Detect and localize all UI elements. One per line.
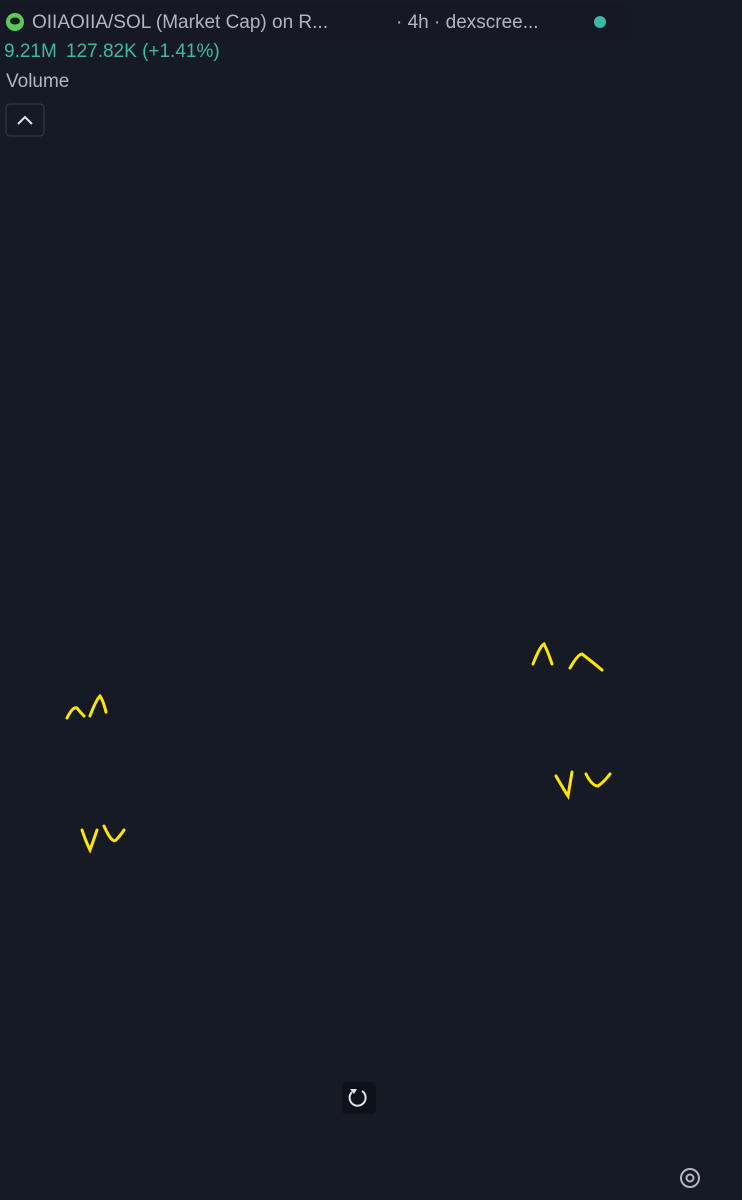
interval: · 4h · dexscree... — [396, 12, 539, 33]
symbol[interactable]: OIIAOIIA/SOL (Market Cap) on R... — [32, 12, 328, 33]
token-logo-inner — [10, 17, 20, 25]
annotations — [65, 641, 612, 854]
collapse-button[interactable] — [5, 103, 45, 137]
header-bg — [0, 4, 630, 42]
status-dot — [594, 16, 606, 28]
settings-button[interactable] — [680, 1168, 700, 1188]
volume-label: Volume — [6, 71, 69, 92]
reset-button[interactable] — [342, 1082, 376, 1114]
last-value: 9.21M — [4, 41, 57, 62]
change: 127.82K (+1.41%) — [66, 41, 220, 62]
